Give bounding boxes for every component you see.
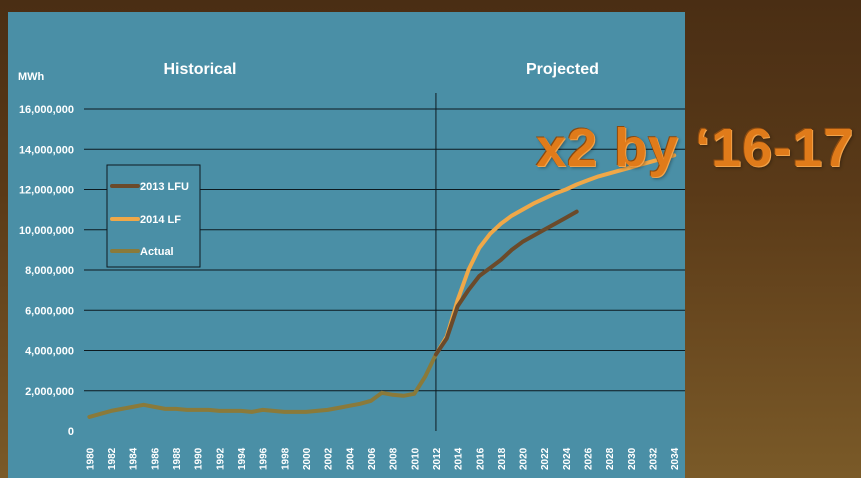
x-tick-label: 2004 (345, 447, 356, 470)
y-tick-label: 10,000,000 (19, 225, 74, 237)
x-tick-label: 1980 (85, 447, 96, 470)
legend-label: 2013 LFU (140, 181, 189, 193)
series-line-2014-lf (433, 153, 677, 357)
y-tick-label: 6,000,000 (25, 305, 74, 317)
x-tick-label: 2022 (540, 447, 551, 470)
x-tick-label: 2012 (432, 447, 443, 470)
x-tick-label: 2016 (475, 447, 486, 470)
x-tick-label: 2034 (670, 447, 681, 470)
x-tick-label: 2000 (302, 447, 313, 470)
y-tick-label: 4,000,000 (25, 346, 74, 358)
y-tick-label: 2,000,000 (25, 386, 74, 398)
x-tick-label: 2026 (584, 447, 595, 470)
x-tick-label: 1982 (107, 447, 118, 470)
x-tick-label: 1994 (237, 447, 248, 470)
x-tick-label: 2006 (367, 447, 378, 470)
legend-label: 2014 LF (140, 214, 181, 226)
y-axis-label: MWh (18, 71, 45, 83)
x-tick-label: 2030 (627, 447, 638, 470)
x-tick-label: 1996 (259, 447, 270, 470)
x-tick-label: 1984 (129, 447, 140, 470)
legend-label: Actual (140, 246, 174, 258)
y-tick-label: 0 (68, 426, 74, 438)
series-line-actual (87, 352, 438, 419)
series-line-2013-lfu (433, 209, 579, 357)
x-tick-label: 2024 (562, 447, 573, 470)
x-tick-label: 2002 (324, 447, 335, 470)
x-tick-label: 2010 (410, 447, 421, 470)
x-tick-label: 2018 (497, 447, 508, 470)
y-tick-label: 12,000,000 (19, 185, 74, 197)
x-tick-label: 2008 (389, 447, 400, 470)
x-tick-label: 2028 (605, 447, 616, 470)
growth-callout: x2 by ‘16-17 (536, 118, 855, 178)
x-tick-label: 2032 (649, 447, 660, 470)
x-tick-label: 1992 (215, 447, 226, 470)
y-tick-label: 16,000,000 (19, 104, 74, 116)
x-tick-label: 1990 (194, 447, 205, 470)
y-tick-label: 8,000,000 (25, 265, 74, 277)
y-tick-label: 14,000,000 (19, 144, 74, 156)
x-tick-label: 1986 (150, 447, 161, 470)
x-tick-label: 2020 (519, 447, 530, 470)
x-tick-label: 1988 (172, 447, 183, 470)
section-label-historical: Historical (164, 61, 237, 78)
x-tick-label: 2014 (454, 447, 465, 470)
x-tick-label: 1998 (280, 447, 291, 470)
section-label-projected: Projected (526, 61, 599, 78)
